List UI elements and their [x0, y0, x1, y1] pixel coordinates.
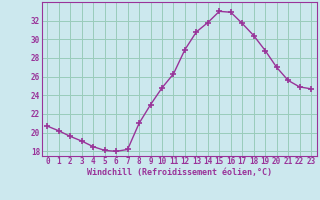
- X-axis label: Windchill (Refroidissement éolien,°C): Windchill (Refroidissement éolien,°C): [87, 168, 272, 177]
